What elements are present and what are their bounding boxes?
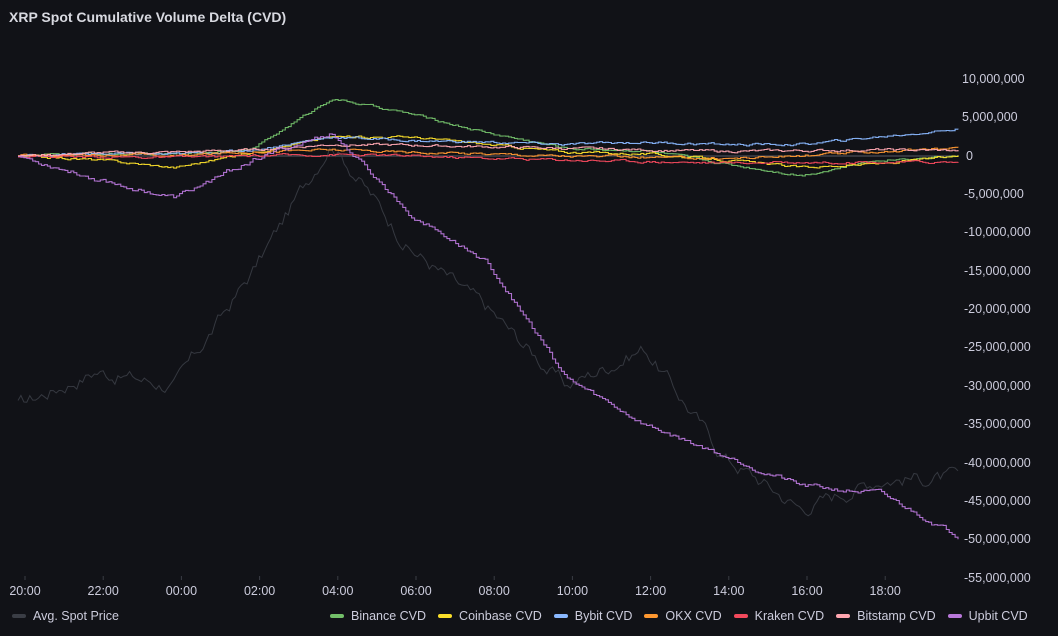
legend-item-bitstamp[interactable]: Bitstamp CVD [836,609,936,623]
y-tick-label: -30,000,000 [964,378,1031,393]
x-tick-label: 14:00 [713,584,745,598]
legend-item-okx[interactable]: OKX CVD [644,609,722,623]
legend-item-upbit[interactable]: Upbit CVD [947,609,1028,623]
legend-swatch-icon [438,614,453,618]
x-tick-label: 10:00 [556,584,589,598]
y-tick-label: -45,000,000 [964,493,1031,508]
y-tick-label: -5,000,000 [964,187,1024,202]
x-tick-label: 00:00 [165,584,198,598]
y-tick-label: -50,000,000 [964,532,1031,547]
legend-item-kraken[interactable]: Kraken CVD [733,609,825,623]
legend-swatch-icon [947,614,962,618]
x-tick-label: 12:00 [634,584,667,598]
y-tick-label: -40,000,000 [964,455,1031,470]
legend-label: Bybit CVD [574,609,633,623]
series-line-bitstamp-cvd [18,142,959,158]
series-line-binance-cvd [18,99,959,177]
legend-label: Avg. Spot Price [33,609,119,623]
legend-left: Avg. Spot Price [12,609,131,623]
y-tick-label: -25,000,000 [964,340,1031,355]
series-line-bybit-cvd [18,128,959,158]
x-tick-label: 16:00 [791,584,823,598]
y-tick-label: 5,000,000 [962,110,1018,125]
legend-swatch-icon [733,614,748,618]
x-tick-label: 18:00 [869,584,901,598]
series-line-upbit-cvd [18,133,959,540]
x-tick-label: 22:00 [87,584,119,598]
x-tick-label: 04:00 [322,584,354,598]
y-tick-label: -20,000,000 [964,302,1031,317]
legend-item-avg-spot-price[interactable]: Avg. Spot Price [12,609,119,623]
y-tick-label: -55,000,000 [964,570,1031,585]
legend-label: Bitstamp CVD [857,609,936,623]
legend-swatch-icon [836,614,851,618]
x-tick-label: 20:00 [9,584,41,598]
legend-item-coinbase[interactable]: Coinbase CVD [438,609,542,623]
y-tick-label: 0 [966,148,973,163]
legend-label: Binance CVD [351,609,427,623]
y-tick-label: 10,000,000 [962,72,1025,86]
legend-swatch-icon [330,614,344,618]
legend-label: Upbit CVD [968,609,1028,623]
legend-item-binance[interactable]: Binance CVD [330,609,426,623]
series-line-coinbase-cvd [18,135,959,169]
x-tick-label: 02:00 [243,584,276,598]
legend-right: Binance CVD Coinbase CVD Bybit CVD OKX C… [330,609,1040,623]
legend-swatch-icon [644,614,659,618]
legend-swatch-icon [553,614,568,618]
legend-label: Coinbase CVD [459,609,542,623]
x-tick-marks [24,576,886,580]
x-tick-label: 06:00 [400,584,432,598]
series-layer [17,99,959,540]
legend-item-bybit[interactable]: Bybit CVD [553,609,633,623]
legend-swatch-icon [12,614,26,618]
y-tick-label: -10,000,000 [964,225,1031,240]
series-line-kraken-cvd [18,153,959,165]
y-tick-label: -35,000,000 [964,417,1031,432]
x-tick-label: 08:00 [478,584,510,598]
chart-title: XRP Spot Cumulative Volume Delta (CVD) [9,9,287,25]
legend-label: OKX CVD [665,609,722,623]
y-tick-label: -15,000,000 [964,263,1031,278]
legend-label: Kraken CVD [754,609,825,623]
series-line-avg-spot-price [17,147,959,517]
